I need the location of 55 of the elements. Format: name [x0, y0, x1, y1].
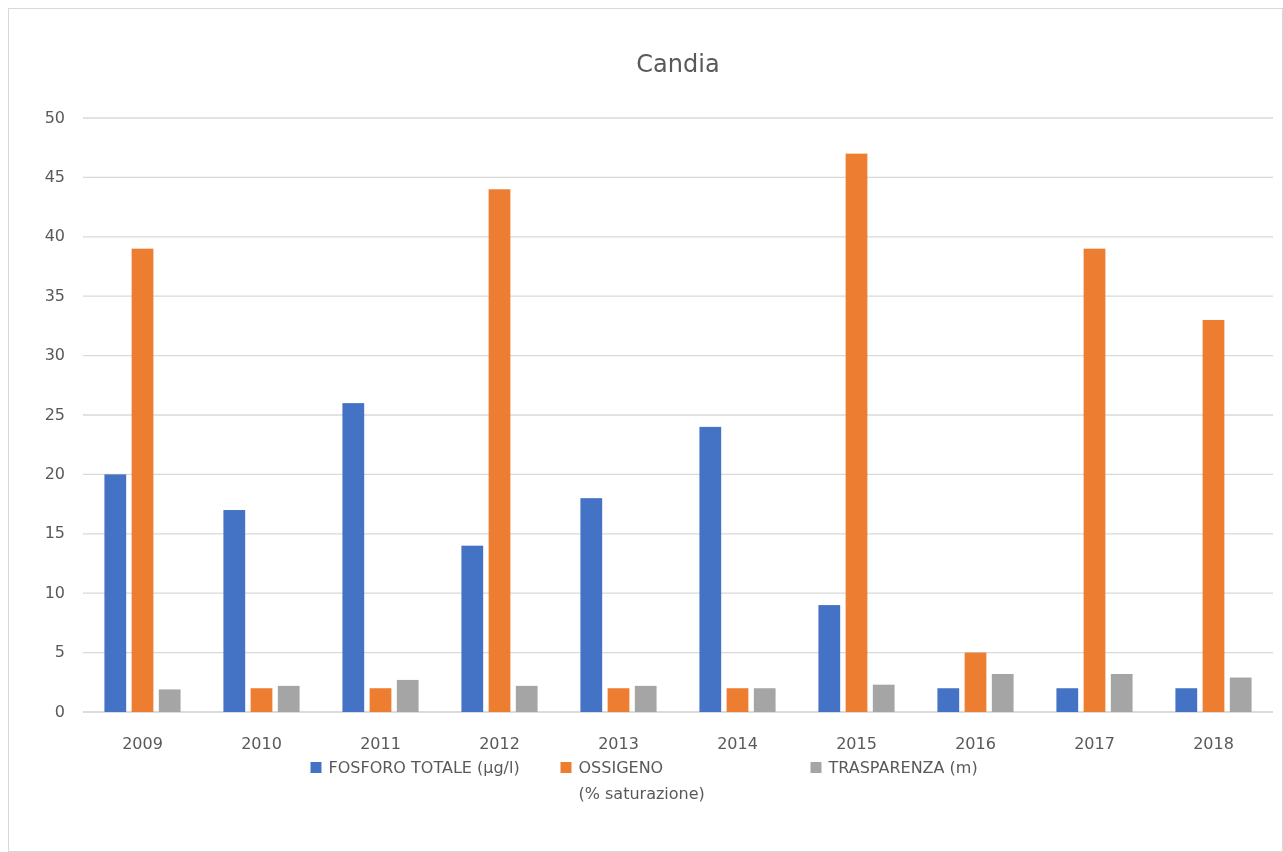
bar — [250, 688, 273, 712]
bar — [964, 652, 987, 712]
bar — [607, 688, 630, 712]
bar — [991, 673, 1014, 712]
x-tick-label: 2015 — [836, 733, 877, 753]
legend-label: TRASPARENZA (m) — [827, 757, 978, 777]
y-tick-label: 0 — [54, 701, 65, 721]
bar — [726, 688, 749, 712]
chart-title: Candia — [636, 50, 720, 78]
bar — [937, 688, 960, 712]
x-tick-label: 2016 — [955, 733, 996, 753]
y-tick-label: 10 — [44, 582, 65, 602]
bar — [1202, 319, 1225, 712]
x-tick-label: 2009 — [122, 733, 163, 753]
y-tick-label: 45 — [44, 166, 65, 186]
bar — [131, 248, 154, 712]
bar — [369, 688, 392, 712]
bar — [396, 679, 419, 712]
y-tick-label: 25 — [44, 404, 65, 424]
legend-label: OSSIGENO (% saturazione) — [578, 757, 705, 803]
bar — [342, 403, 365, 712]
bar — [634, 685, 657, 712]
bar — [104, 474, 127, 712]
bar — [277, 685, 300, 712]
y-tick-label: 35 — [44, 285, 65, 305]
bar — [1175, 688, 1198, 712]
legend-label: FOSFORO TOTALE (µg/l) — [328, 757, 520, 777]
bar — [488, 189, 511, 712]
y-tick-label: 15 — [44, 523, 65, 543]
x-tick-label: 2013 — [598, 733, 639, 753]
y-tick-label: 20 — [44, 463, 65, 483]
bar — [461, 545, 484, 712]
bar — [1056, 688, 1079, 712]
bar — [872, 684, 895, 712]
y-tick-label: 50 — [44, 107, 65, 127]
bar — [818, 605, 841, 712]
bar — [1083, 248, 1106, 712]
x-tick-label: 2014 — [717, 733, 758, 753]
bar — [1110, 673, 1133, 712]
bar — [515, 685, 538, 712]
y-tick-label: 30 — [44, 345, 65, 365]
x-tick-label: 2018 — [1193, 733, 1234, 753]
y-tick-label: 40 — [44, 226, 65, 246]
bar — [223, 510, 246, 712]
x-tick-label: 2010 — [241, 733, 282, 753]
y-tick-label: 5 — [54, 642, 65, 662]
bar — [1229, 677, 1252, 712]
bar — [845, 153, 868, 712]
x-tick-label: 2012 — [479, 733, 520, 753]
x-tick-label: 2017 — [1074, 733, 1115, 753]
x-tick-label: 2011 — [360, 733, 401, 753]
bar — [699, 426, 722, 712]
bar — [158, 689, 181, 712]
bar — [753, 688, 776, 712]
bar — [580, 498, 603, 712]
